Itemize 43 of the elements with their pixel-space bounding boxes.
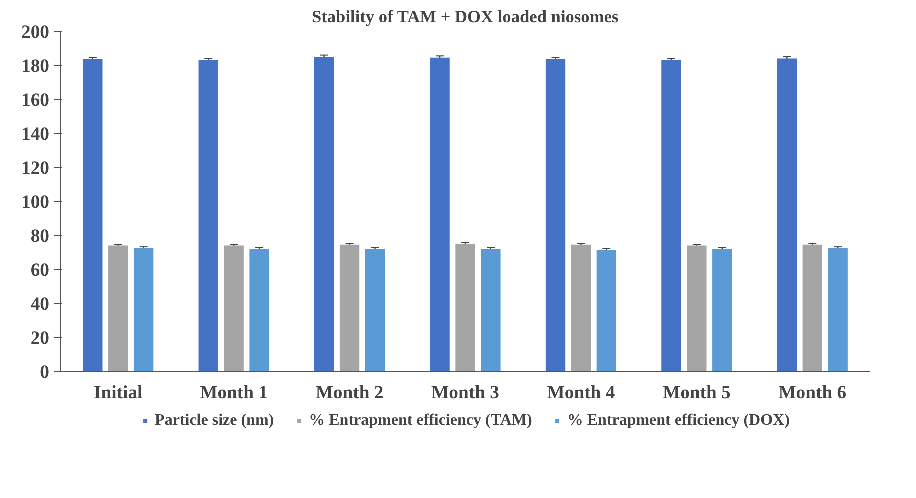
- x-tick-label: Month 1: [200, 382, 268, 404]
- y-tick-label: 140: [22, 124, 50, 145]
- bar: [596, 250, 617, 372]
- x-tick-label: Initial: [94, 382, 143, 404]
- y-tick-label: 40: [30, 294, 50, 315]
- bar: [224, 246, 244, 372]
- x-tick-label: Month 2: [316, 382, 384, 404]
- y-tick-label: 200: [22, 22, 50, 43]
- bar: [687, 246, 707, 372]
- bar: [198, 60, 218, 372]
- legend-label: Particle size (nm): [155, 412, 274, 430]
- x-tick-label: Month 6: [778, 382, 847, 404]
- y-tick-label: 180: [22, 56, 50, 77]
- bar: [365, 249, 386, 372]
- legend-label: % Entrapment efficiency (TAM): [309, 412, 532, 430]
- x-tick-label: Month 3: [432, 382, 500, 404]
- bar: [250, 249, 270, 372]
- bar: [314, 57, 334, 372]
- y-tick-label: 160: [22, 90, 50, 111]
- y-tick-label: 20: [30, 328, 50, 349]
- bar: [571, 244, 592, 372]
- bar: [481, 249, 501, 372]
- bar: [802, 244, 822, 372]
- bar: [712, 249, 732, 372]
- legend-label: % Entrapment efficiency (DOX): [567, 412, 790, 430]
- bar: [134, 248, 154, 372]
- bar: [108, 246, 128, 372]
- bar: [546, 60, 566, 372]
- y-tick-label: 100: [22, 192, 50, 213]
- bar: [777, 58, 798, 372]
- chart-title: Stability of TAM + DOX loaded niosomes: [312, 8, 619, 26]
- y-tick-label: 120: [22, 158, 50, 179]
- bar: [430, 58, 450, 372]
- bar: [828, 248, 848, 372]
- bar: [662, 60, 682, 372]
- x-tick-label: Month 4: [547, 382, 616, 404]
- x-tick-label: Month 5: [662, 382, 731, 404]
- y-tick-label: 80: [30, 226, 50, 247]
- y-tick-label: 0: [40, 362, 50, 383]
- bar: [340, 244, 360, 372]
- bar: [456, 244, 476, 372]
- bar: [83, 60, 103, 372]
- y-tick-label: 60: [30, 260, 50, 281]
